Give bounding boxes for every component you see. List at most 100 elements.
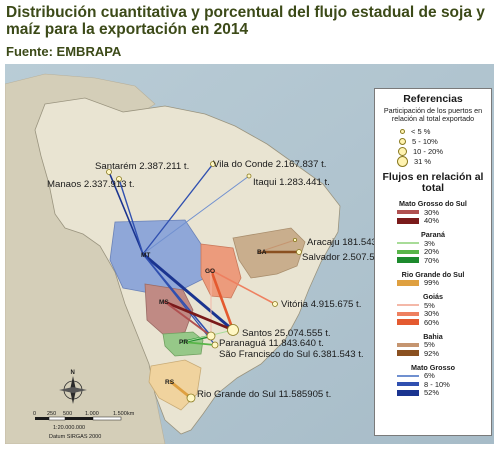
flow-group-title: Paraná (421, 230, 445, 239)
state-ms (144, 283, 194, 337)
scale-tick-0: 0 (33, 411, 36, 417)
size-row: 31 % (375, 155, 491, 167)
flow-swatch (397, 389, 419, 396)
flow-label: 20% (424, 247, 440, 257)
flow-swatch (397, 382, 419, 387)
state-label-mt: MT (141, 252, 150, 259)
flow-label: 70% (424, 255, 440, 265)
flow-legend-item: 5% (375, 301, 491, 310)
size-legend: < 5 % 5 - 10% 10 - 20% 31 % (375, 126, 491, 167)
map-datum: Datum SIRGAS 2000 (49, 434, 101, 440)
flows-title: Flujos en relación al total (382, 171, 484, 194)
flow-swatch (397, 249, 419, 254)
flow-label: 5% (424, 340, 435, 350)
flow-group-title: Mato Grosso (411, 362, 455, 372)
flow-legend-item: 99% (375, 278, 491, 288)
flow-legend-item: 70% (375, 256, 491, 265)
state-mt (109, 219, 206, 295)
flow-legend-item: 6% (375, 371, 491, 381)
flow-legend-item: 40% (375, 216, 491, 226)
scale-tick-500: 500 (63, 411, 72, 417)
flow-swatch (397, 311, 419, 316)
flow-swatch (397, 242, 419, 245)
port-label-sao-francisco: São Francisco do Sul 6.381.543 t. (219, 349, 364, 360)
flow-group-title: Mato Grosso do Sul (399, 199, 467, 208)
flow-groups: Mato Grosso do Sul 30% 40% Paraná 3% 20% 70% Ri… (375, 199, 491, 397)
legend-panel: Referencias Participación de los puertos… (374, 88, 492, 436)
size-row: 10 - 20% (375, 146, 491, 156)
size-row: < 5 % (375, 126, 491, 136)
state-label-rs: RS (165, 379, 175, 386)
flow-label: 92% (424, 348, 440, 358)
flow-swatch (397, 350, 419, 357)
flow-swatch (397, 342, 419, 347)
flow-group-title: Goiás (423, 292, 443, 301)
port-label-rio-grande: Rio Grande do Sul 11.585905 t. (197, 389, 331, 400)
flow-group-title: Bahia (423, 331, 443, 341)
state-label-ms: MS (159, 299, 169, 306)
port-label-vila-do-conde: Vila do Conde 2.167.837 t. (213, 159, 326, 170)
port-label-paranagua: Paranaguá 11.843.640 t. (219, 338, 324, 349)
flow-swatch (397, 217, 419, 224)
port-marker-rio-grande (186, 393, 196, 403)
port-marker-santarem (116, 176, 122, 182)
port-label-manaos: Manaos 2.337.913 t. (47, 179, 135, 190)
compass-rose-icon: N (59, 370, 87, 404)
size-row: 5 - 10% (375, 136, 491, 146)
port-marker-itaqui (246, 173, 252, 179)
flow-label: 5% (424, 300, 435, 310)
flow-legend-item: 5% (375, 340, 491, 350)
scale-tick-1500: 1.500 (113, 411, 127, 417)
port-marker-paranagua (206, 331, 216, 341)
port-marker-aracaju (292, 237, 297, 242)
port-marker-vitoria (272, 301, 278, 307)
port-label-santarem: Santarém 2.387.211 t. (95, 161, 189, 172)
flow-legend-item: 3% (375, 239, 491, 248)
flows-goias (209, 268, 276, 337)
flow-legend-item: 8 - 10% (375, 380, 491, 389)
size-dot (398, 146, 407, 156)
flow-label: 52% (424, 388, 440, 398)
port-marker-salvador (296, 249, 302, 255)
flow-legend-item: 60% (375, 318, 491, 327)
port-label-salvador: Salvador 2.507.598 t. (302, 252, 393, 263)
flow-legend-item: 92% (375, 349, 491, 358)
flow-group-title: Rio Grande do Sul (401, 269, 465, 279)
flow-label: 6% (424, 371, 435, 381)
size-dot (397, 155, 408, 167)
port-markers (106, 161, 302, 403)
compass-north-label: N (71, 370, 75, 376)
flow-label: 40% (424, 216, 440, 226)
flow-legend-item: 30% (375, 309, 491, 319)
flow-swatch (397, 257, 419, 264)
flows-mato-grosso-do-sul (163, 300, 235, 337)
source-note: Fuente: EMBRAPA (6, 44, 122, 59)
flows-bahia (257, 239, 301, 254)
state-label-ba: BA (257, 249, 267, 256)
legend-subtitle: Participación de los puertos en relación… (383, 106, 483, 123)
scale-tick-1000: 1.000 (85, 411, 99, 417)
port-label-aracaju: Aracaju 181.543 t. (307, 237, 385, 248)
size-dot (399, 137, 406, 145)
flow-label: 99% (424, 278, 440, 288)
scale-tick-250: 250 (47, 411, 56, 417)
flow-swatch (397, 279, 419, 286)
flow-swatch (397, 210, 419, 215)
size-dot (400, 128, 405, 134)
flow-legend-item: 30% (375, 208, 491, 217)
flow-label: 30% (424, 207, 440, 217)
state-pr (162, 331, 204, 357)
flow-label: 60% (424, 317, 440, 327)
port-marker-santos (227, 324, 239, 336)
legend-title: Referencias (403, 93, 463, 105)
flow-swatch (397, 304, 419, 307)
flow-legend-item: 52% (375, 388, 491, 398)
flow-label: 3% (424, 238, 435, 248)
port-marker-manaos (106, 169, 112, 175)
state-label-go: GO (205, 268, 215, 275)
flow-label: 30% (424, 309, 440, 319)
port-marker-vila-do-conde (210, 161, 216, 167)
flow-label: 8 - 10% (424, 379, 450, 389)
port-label-santos: Santos 25.074.555 t. (242, 328, 331, 339)
port-marker-sao-francisco (211, 341, 219, 349)
